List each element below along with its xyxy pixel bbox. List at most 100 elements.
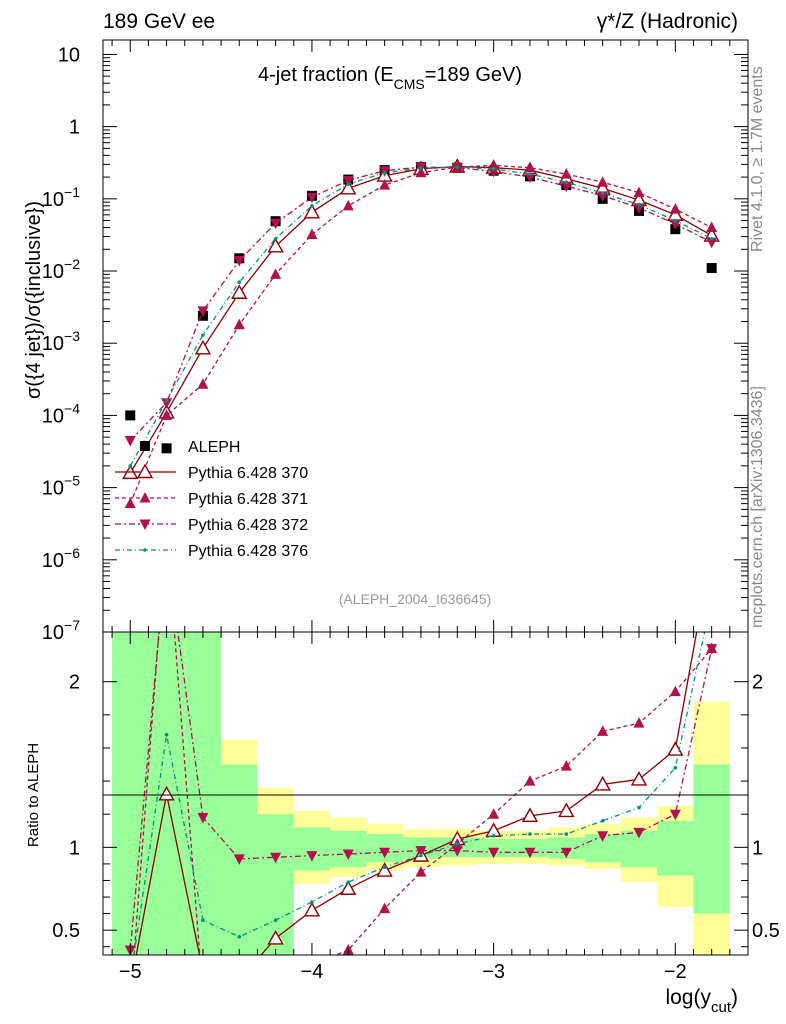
ratio-point-pythia-6-428-376 <box>673 766 678 770</box>
y-tick-exponent: −5 <box>64 473 80 489</box>
point-pythia-6-428-376 <box>164 398 169 403</box>
ratio-point-pythia-6-428-371 <box>597 725 609 736</box>
ratio-point-pythia-6-428-376 <box>164 732 169 737</box>
legend-label-pythia-6-428-370: Pythia 6.428 370 <box>188 465 308 482</box>
series-line-pythia-6-428-376 <box>129 166 712 467</box>
point-aleph <box>125 410 136 421</box>
point-pythia-6-428-371 <box>161 409 173 420</box>
y-tick-exponent: −3 <box>64 328 80 344</box>
y-tick-base: 10 <box>42 189 64 211</box>
ratio-point-pythia-6-428-370 <box>630 770 648 786</box>
legend-marker-pythia-6-428-372 <box>139 519 151 530</box>
ratio-tick-label: 1 <box>69 837 80 859</box>
point-pythia-6-428-371 <box>633 186 645 198</box>
point-pythia-6-428-376 <box>237 280 242 285</box>
point-aleph <box>161 443 172 454</box>
y-tick-label: 10−7 <box>42 617 80 644</box>
ratio-point-pythia-6-428-371 <box>560 760 572 771</box>
y-tick-base: 10 <box>42 550 64 572</box>
y-tick-exponent: −1 <box>64 184 80 200</box>
ratio-tick-label-right: 0.5 <box>752 920 780 942</box>
point-pythia-6-428-370 <box>231 284 248 299</box>
ratio-point-pythia-6-428-372 <box>451 846 463 857</box>
point-pythia-6-428-372 <box>306 192 318 204</box>
y-tick-exponent: −6 <box>64 545 80 561</box>
ratio-point-pythia-6-428-372 <box>488 847 500 859</box>
ratio-point-pythia-6-428-372 <box>197 813 209 824</box>
ratio-point-pythia-6-428-370 <box>267 930 284 945</box>
point-pythia-6-428-372 <box>124 435 136 447</box>
legend-marker-pythia-6-428-371 <box>139 492 151 503</box>
y-tick-base: 10 <box>42 622 64 644</box>
ratio-point-pythia-6-428-376 <box>419 853 423 858</box>
y-tick-base: 1 <box>69 117 80 139</box>
point-pythia-6-428-371 <box>524 161 536 173</box>
y-tick-label: 10−6 <box>42 545 80 572</box>
series-line-pythia-6-428-372 <box>129 166 712 441</box>
y-tick-label: 10−4 <box>42 400 80 427</box>
legend-marker-pythia-6-428-370 <box>136 463 154 479</box>
ratio-point-pythia-6-428-371 <box>197 989 208 1000</box>
ratio-point-pythia-6-428-370 <box>232 973 246 986</box>
title-sub: CMS <box>394 76 425 92</box>
ratio-point-pythia-6-428-371 <box>270 977 281 988</box>
point-pythia-6-428-376 <box>382 170 387 175</box>
band-green-bin <box>693 764 730 914</box>
ratio-point-pythia-6-428-376 <box>310 900 314 904</box>
legend-label-pythia-6-428-371: Pythia 6.428 371 <box>188 491 308 508</box>
legend-marker-aleph <box>140 441 150 451</box>
y-tick-base: 10 <box>42 405 64 427</box>
point-pythia-6-428-376 <box>564 180 569 184</box>
point-pythia-6-428-371 <box>597 176 609 187</box>
point-pythia-6-428-370 <box>267 237 284 253</box>
ratio-panel-series <box>124 597 718 1000</box>
x-axis-label: log(ycut) <box>665 986 738 1016</box>
ratio-point-pythia-6-428-370 <box>521 807 539 823</box>
ratio-point-pythia-6-428-376 <box>710 597 714 601</box>
ratio-point-pythia-6-428-376 <box>237 934 242 939</box>
x-tick-label: −5 <box>119 961 142 983</box>
point-aleph <box>706 263 717 274</box>
band-green-bin <box>330 830 367 868</box>
ratio-tick-label-right: 1 <box>752 837 763 859</box>
legend-label-aleph: ALEPH <box>188 439 240 456</box>
ratio-point-pythia-6-428-372 <box>306 851 318 862</box>
legend-marker-pythia-6-428-376 <box>143 548 147 552</box>
point-pythia-6-428-370 <box>194 339 212 355</box>
ratio-point-pythia-6-428-372 <box>270 852 282 864</box>
axis-ticks <box>103 40 749 955</box>
ratio-point-pythia-6-428-371 <box>669 685 681 697</box>
point-pythia-6-428-376 <box>419 166 423 171</box>
chart-title: 4-jet fraction (ECMS=189 GeV) <box>258 64 522 92</box>
point-pythia-6-428-371 <box>560 168 572 179</box>
ratio-point-pythia-6-428-370 <box>340 880 357 895</box>
ratio-point-pythia-6-428-370 <box>594 775 611 791</box>
analysis-id: (ALEPH_2004_I636645) <box>339 591 492 607</box>
point-pythia-6-428-376 <box>201 333 205 337</box>
ratio-point-pythia-6-428-376 <box>201 918 205 923</box>
y-tick-exponent: −4 <box>64 400 80 416</box>
title-main: 4-jet fraction (E <box>258 64 394 86</box>
y-tick-label: 10−1 <box>42 184 80 211</box>
ratio-point-pythia-6-428-372 <box>669 809 681 821</box>
xlabel-sub: cut <box>711 999 732 1016</box>
y-tick-base: 10 <box>42 478 64 500</box>
point-pythia-6-428-376 <box>128 464 133 468</box>
ratio-point-pythia-6-428-370 <box>667 741 684 756</box>
point-pythia-6-428-370 <box>303 203 321 219</box>
y-axis-label-ratio: Ratio to ALEPH <box>25 743 42 847</box>
title-tail: =189 GeV) <box>425 64 522 86</box>
ratio-point-pythia-6-428-372 <box>379 847 391 859</box>
point-pythia-6-428-370 <box>340 179 357 195</box>
ratio-tick-label: 0.5 <box>52 920 80 942</box>
mcplots-label: mcplots.cern.ch [arXiv:1306.3436] <box>749 386 766 628</box>
y-tick-label: 1 <box>69 117 80 139</box>
ratio-point-pythia-6-428-370 <box>196 965 210 978</box>
ratio-point-pythia-6-428-376 <box>346 880 351 884</box>
series-line-pythia-6-428-370 <box>129 165 713 474</box>
ratio-point-pythia-6-428-376 <box>455 842 460 846</box>
ratio-point-pythia-6-428-372 <box>597 831 609 842</box>
point-pythia-6-428-371 <box>706 221 718 233</box>
legend-label-pythia-6-428-372: Pythia 6.428 372 <box>188 517 308 534</box>
